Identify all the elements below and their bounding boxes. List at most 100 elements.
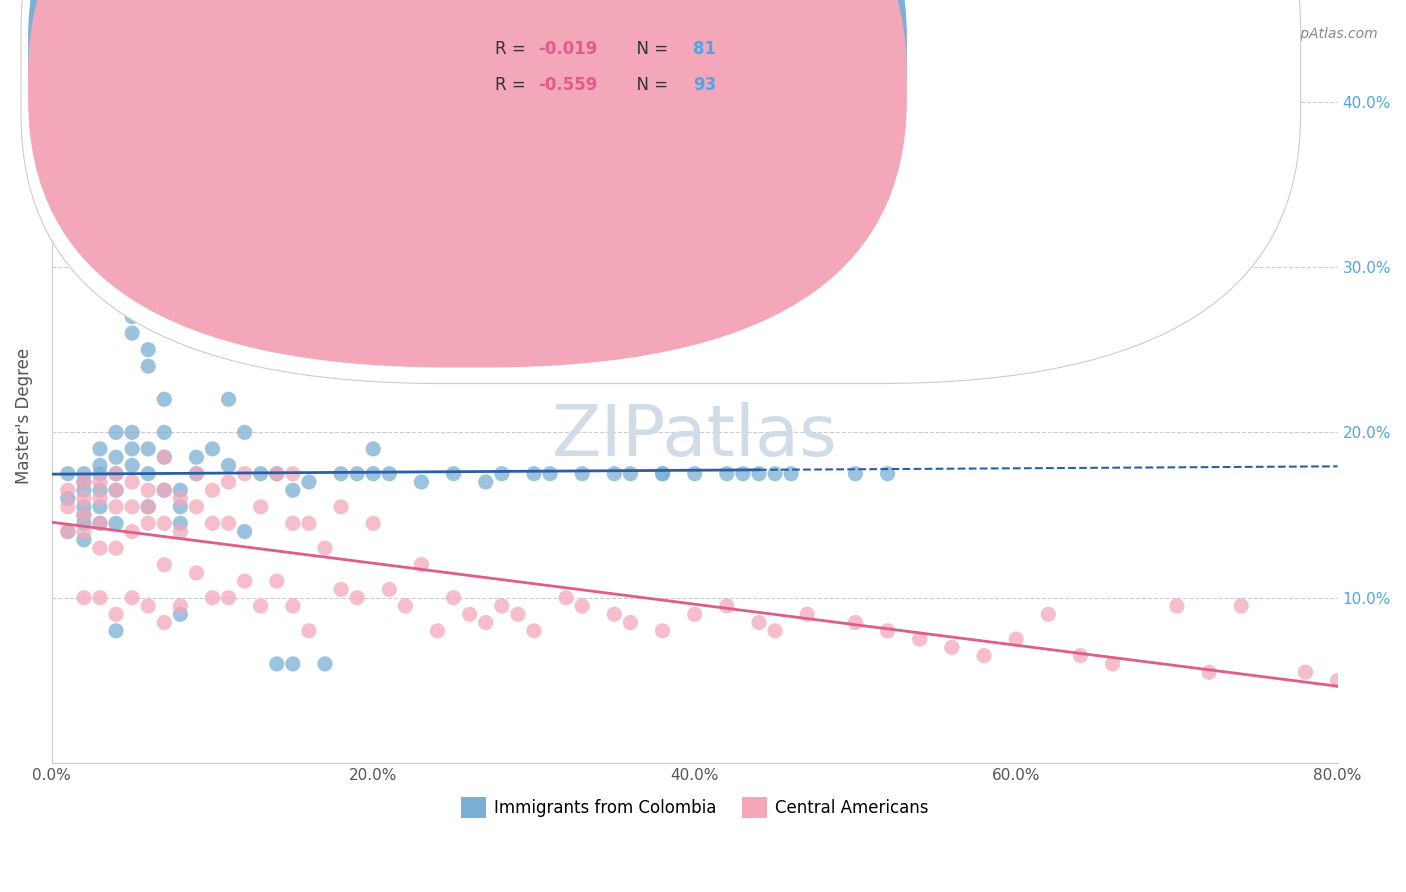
Central Americans (73, 491, 96, 506)
Central Americans (748, 615, 770, 630)
Central Americans (443, 591, 465, 605)
Immigrants from Colombia (876, 467, 898, 481)
Immigrants from Colombia (136, 467, 159, 481)
Immigrants from Colombia (201, 442, 224, 456)
Central Americans (218, 516, 240, 531)
Central Americans (491, 599, 513, 613)
Central Americans (136, 516, 159, 531)
Text: R =: R = (495, 76, 531, 94)
Immigrants from Colombia (56, 491, 79, 506)
Immigrants from Colombia (136, 343, 159, 357)
Immigrants from Colombia (651, 467, 673, 481)
Central Americans (281, 516, 304, 531)
Text: 93: 93 (693, 76, 717, 94)
Central Americans (73, 508, 96, 522)
Central Americans (361, 516, 384, 531)
Central Americans (266, 467, 288, 481)
Central Americans (844, 615, 866, 630)
Central Americans (1101, 657, 1123, 671)
Immigrants from Colombia (89, 467, 111, 481)
Central Americans (105, 483, 128, 498)
Immigrants from Colombia (73, 533, 96, 547)
Immigrants from Colombia (411, 475, 433, 489)
Central Americans (73, 524, 96, 539)
Immigrants from Colombia (298, 475, 321, 489)
Central Americans (153, 450, 176, 465)
Central Americans (201, 483, 224, 498)
Text: ZIPatlas: ZIPatlas (553, 402, 838, 471)
Immigrants from Colombia (89, 483, 111, 498)
Immigrants from Colombia (136, 500, 159, 514)
Central Americans (89, 541, 111, 555)
Immigrants from Colombia (169, 483, 191, 498)
Immigrants from Colombia (105, 483, 128, 498)
Immigrants from Colombia (571, 467, 593, 481)
Text: -0.559: -0.559 (538, 76, 598, 94)
Immigrants from Colombia (169, 607, 191, 622)
Central Americans (153, 516, 176, 531)
Immigrants from Colombia (56, 524, 79, 539)
Immigrants from Colombia (218, 392, 240, 407)
Central Americans (121, 500, 143, 514)
Immigrants from Colombia (683, 467, 706, 481)
Central Americans (266, 574, 288, 589)
Immigrants from Colombia (153, 425, 176, 440)
Central Americans (603, 607, 626, 622)
Immigrants from Colombia (89, 458, 111, 473)
Immigrants from Colombia (233, 425, 256, 440)
Immigrants from Colombia (731, 467, 754, 481)
Immigrants from Colombia (201, 128, 224, 142)
Immigrants from Colombia (121, 442, 143, 456)
Text: N =: N = (626, 76, 673, 94)
Central Americans (683, 607, 706, 622)
Immigrants from Colombia (474, 475, 496, 489)
Immigrants from Colombia (73, 475, 96, 489)
Central Americans (169, 491, 191, 506)
Immigrants from Colombia (619, 467, 641, 481)
Central Americans (346, 591, 368, 605)
Immigrants from Colombia (136, 442, 159, 456)
Central Americans (330, 582, 353, 597)
Immigrants from Colombia (121, 425, 143, 440)
Immigrants from Colombia (378, 467, 401, 481)
Central Americans (1038, 607, 1060, 622)
Central Americans (233, 574, 256, 589)
Immigrants from Colombia (218, 458, 240, 473)
Central Americans (218, 591, 240, 605)
Central Americans (186, 566, 208, 580)
Central Americans (763, 624, 786, 638)
Central Americans (169, 599, 191, 613)
Immigrants from Colombia (89, 500, 111, 514)
Central Americans (571, 599, 593, 613)
Legend: Immigrants from Colombia, Central Americans: Immigrants from Colombia, Central Americ… (454, 790, 935, 824)
Immigrants from Colombia (346, 467, 368, 481)
Immigrants from Colombia (603, 467, 626, 481)
Central Americans (651, 624, 673, 638)
Central Americans (973, 648, 995, 663)
Immigrants from Colombia (651, 467, 673, 481)
Text: 81: 81 (693, 40, 716, 58)
Immigrants from Colombia (73, 516, 96, 531)
Central Americans (56, 500, 79, 514)
Immigrants from Colombia (121, 458, 143, 473)
Central Americans (1295, 665, 1317, 680)
Central Americans (218, 475, 240, 489)
Central Americans (941, 640, 963, 655)
Central Americans (249, 500, 271, 514)
Central Americans (876, 624, 898, 638)
Central Americans (330, 500, 353, 514)
Central Americans (56, 524, 79, 539)
Text: -0.019: -0.019 (538, 40, 598, 58)
Central Americans (908, 632, 931, 646)
Immigrants from Colombia (361, 467, 384, 481)
Immigrants from Colombia (89, 516, 111, 531)
Central Americans (73, 591, 96, 605)
Central Americans (1005, 632, 1028, 646)
Central Americans (474, 615, 496, 630)
Central Americans (56, 483, 79, 498)
Central Americans (523, 624, 546, 638)
Immigrants from Colombia (330, 467, 353, 481)
Central Americans (121, 475, 143, 489)
Central Americans (298, 624, 321, 638)
Central Americans (121, 591, 143, 605)
